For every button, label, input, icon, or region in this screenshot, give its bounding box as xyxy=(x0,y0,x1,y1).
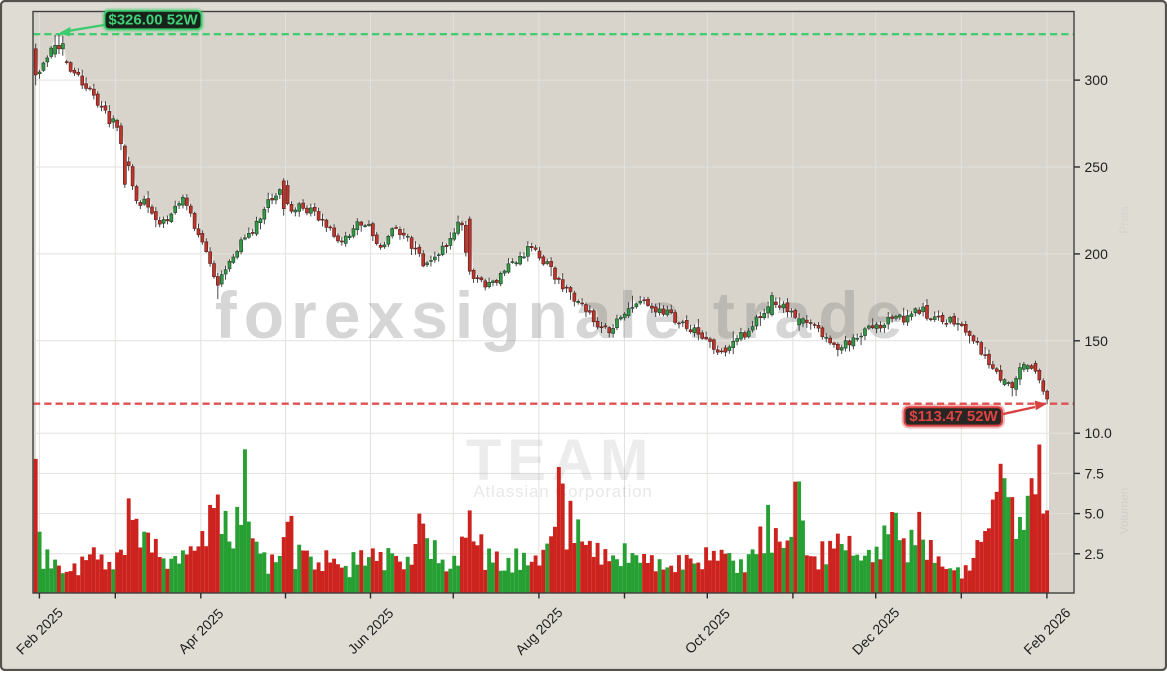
svg-text:Preis: Preis xyxy=(1117,206,1131,233)
svg-text:2.5: 2.5 xyxy=(1085,546,1105,562)
svg-text:200: 200 xyxy=(1085,246,1109,262)
svg-text:$113.47 52W: $113.47 52W xyxy=(909,408,998,425)
svg-text:300: 300 xyxy=(1085,72,1109,88)
svg-text:$326.00 52W: $326.00 52W xyxy=(108,12,198,29)
svg-text:5.0: 5.0 xyxy=(1085,506,1105,522)
svg-text:250: 250 xyxy=(1085,159,1109,175)
svg-text:150: 150 xyxy=(1085,333,1109,349)
svg-text:7.5: 7.5 xyxy=(1085,465,1105,481)
svg-text:10.0: 10.0 xyxy=(1085,425,1112,441)
svg-text:Volumen: Volumen xyxy=(1117,488,1131,535)
